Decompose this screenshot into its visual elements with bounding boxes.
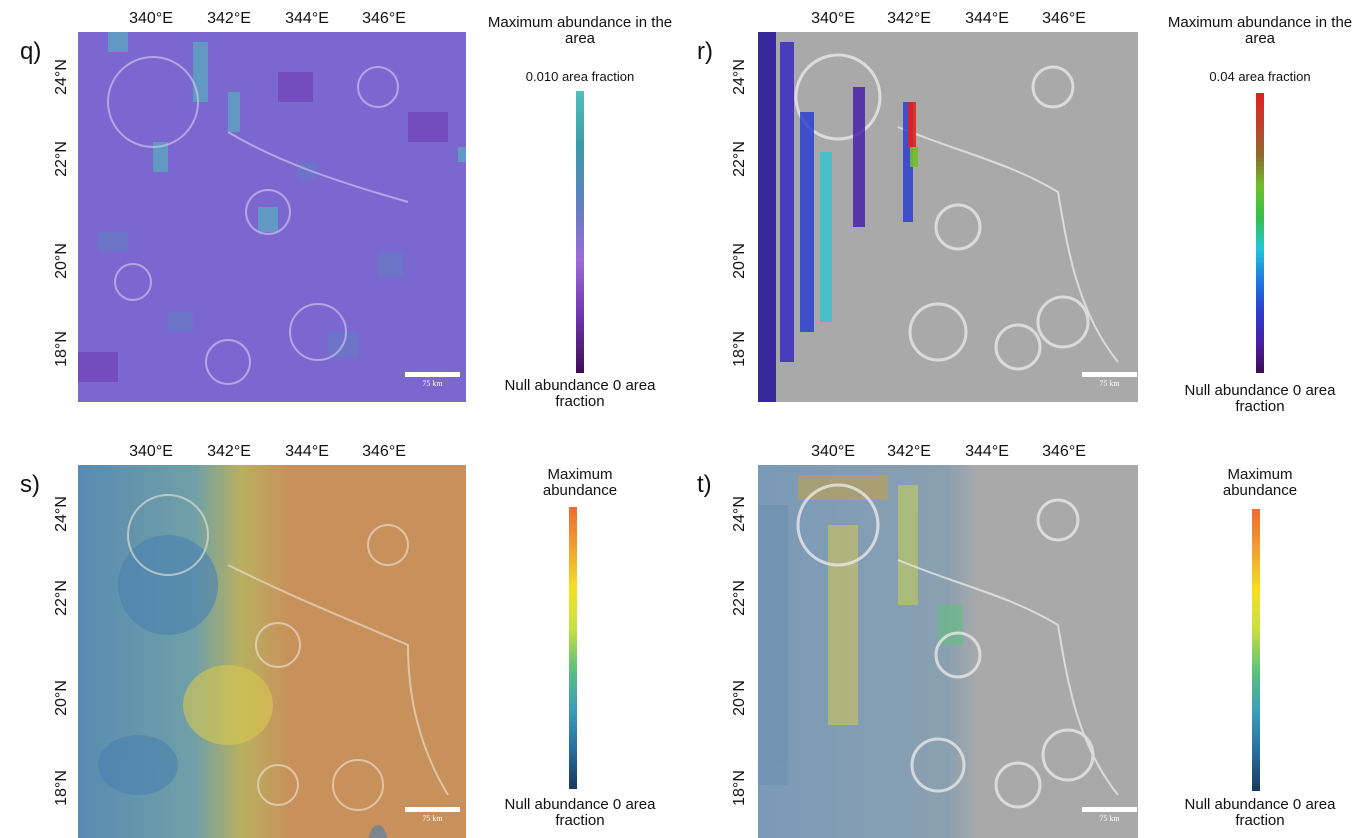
longitude-labels: 340°E 342°E 344°E 346°E [682,443,1362,463]
panel-letter: q) [20,38,42,65]
lon-label: 340°E [129,10,173,27]
colorbar [569,507,577,789]
lat-label: 24°N [52,496,70,532]
lon-label: 346°E [1042,10,1086,27]
lat-label: 24°N [730,59,748,95]
colorbar [1252,509,1260,791]
panel-r: r) 340°E 342°E 344°E 346°E 24°N 22°N 20°… [682,0,1362,419]
lat-label: 18°N [52,331,70,367]
lat-label: 22°N [730,141,748,177]
scale-bar-label: 75 km [422,379,443,388]
legend-max-label: Maximum abundance [1222,466,1298,499]
legend: Maximum abundance in the area 0.04 area … [1160,15,1360,419]
lat-label: 18°N [730,331,748,367]
lon-label: 342°E [887,443,931,460]
lat-label: 22°N [52,580,70,616]
scale-bar: 75 km [1082,372,1137,388]
lon-label: 346°E [362,10,406,27]
lat-label: 18°N [730,770,748,806]
scale-bar-label: 75 km [1099,379,1120,388]
lat-label: 20°N [730,243,748,279]
lon-label: 342°E [207,443,251,460]
legend-max-label: Maximum abundance [542,466,618,499]
scale-bar: 75 km [405,372,460,388]
lat-label: 24°N [52,59,70,95]
scale-bar-line [405,372,460,377]
crater-rims [796,483,1119,809]
legend: Maximum abundance in the area 0.010 area… [480,15,680,419]
map-image [758,32,1138,402]
panel-t: t) 340°E 342°E 344°E 346°E 24°N 22°N 20°… [682,419,1362,838]
panel-letter: r) [697,38,713,65]
panel-q: q) 340°E 342°E 344°E 346°E 24°N 22°N 20°… [0,0,680,419]
map-svg [78,32,466,402]
map-image [78,32,466,402]
lon-label: 346°E [362,443,406,460]
legend-max-value: 0.010 area fraction [525,69,635,84]
scale-bar: 75 km [405,807,460,823]
colorbar [576,91,584,373]
lon-label: 344°E [285,10,329,27]
legend-max-label: Maximum abundance in the area [487,14,673,47]
map-image [78,465,466,838]
lon-label: 346°E [1042,443,1086,460]
longitude-labels: 340°E 342°E 344°E 346°E [0,10,680,30]
crater-rims [794,53,1119,371]
scale-bar: 75 km [1082,807,1137,823]
scale-bar-line [1082,372,1137,377]
lon-label: 344°E [965,10,1009,27]
map-image [758,465,1138,838]
map-base [758,465,1138,838]
map-base [758,32,1138,402]
map-svg [758,32,1138,402]
lon-label: 340°E [811,10,855,27]
legend-max-label: Maximum abundance in the area [1167,14,1353,47]
lat-label: 22°N [730,580,748,616]
crater-rims [127,494,449,811]
abundance-stripes [758,32,918,402]
crater-rims [107,56,409,385]
legend-min-label: Null abundance 0 area fraction [504,377,656,410]
lon-label: 342°E [207,10,251,27]
scale-bar-line [405,807,460,812]
lon-label: 340°E [129,443,173,460]
lat-label: 20°N [730,680,748,716]
lat-label: 20°N [52,243,70,279]
lon-label: 340°E [811,443,855,460]
panel-s: s) 340°E 342°E 344°E 346°E 24°N 22°N 20°… [0,419,680,838]
legend: Maximum abundance Null abundance 0 area … [1160,467,1360,838]
abundance-mosaic [78,32,466,382]
map-svg [78,465,466,838]
legend-min-label: Null abundance 0 area fraction [504,796,656,829]
legend-min-label: Null abundance 0 area fraction [1184,796,1336,829]
abundance-patches [758,475,963,785]
lat-label: 20°N [52,680,70,716]
longitude-labels: 340°E 342°E 344°E 346°E [682,10,1362,30]
legend: Maximum abundance Null abundance 0 area … [480,467,680,838]
panel-letter: s) [20,471,40,498]
lat-label: 18°N [52,770,70,806]
lon-label: 342°E [887,10,931,27]
legend-min-label: Null abundance 0 area fraction [1184,382,1336,415]
lat-label: 24°N [730,496,748,532]
abundance-patches [98,535,388,838]
lon-label: 344°E [965,443,1009,460]
lat-label: 22°N [52,141,70,177]
scale-bar-line [1082,807,1137,812]
colorbar [1256,93,1264,373]
longitude-labels: 340°E 342°E 344°E 346°E [0,443,680,463]
scale-bar-label: 75 km [1099,814,1120,823]
legend-max-value: 0.04 area fraction [1209,69,1311,84]
panel-letter: t) [697,471,712,498]
scale-bar-label: 75 km [422,814,443,823]
lon-label: 344°E [285,443,329,460]
map-svg [758,465,1138,838]
